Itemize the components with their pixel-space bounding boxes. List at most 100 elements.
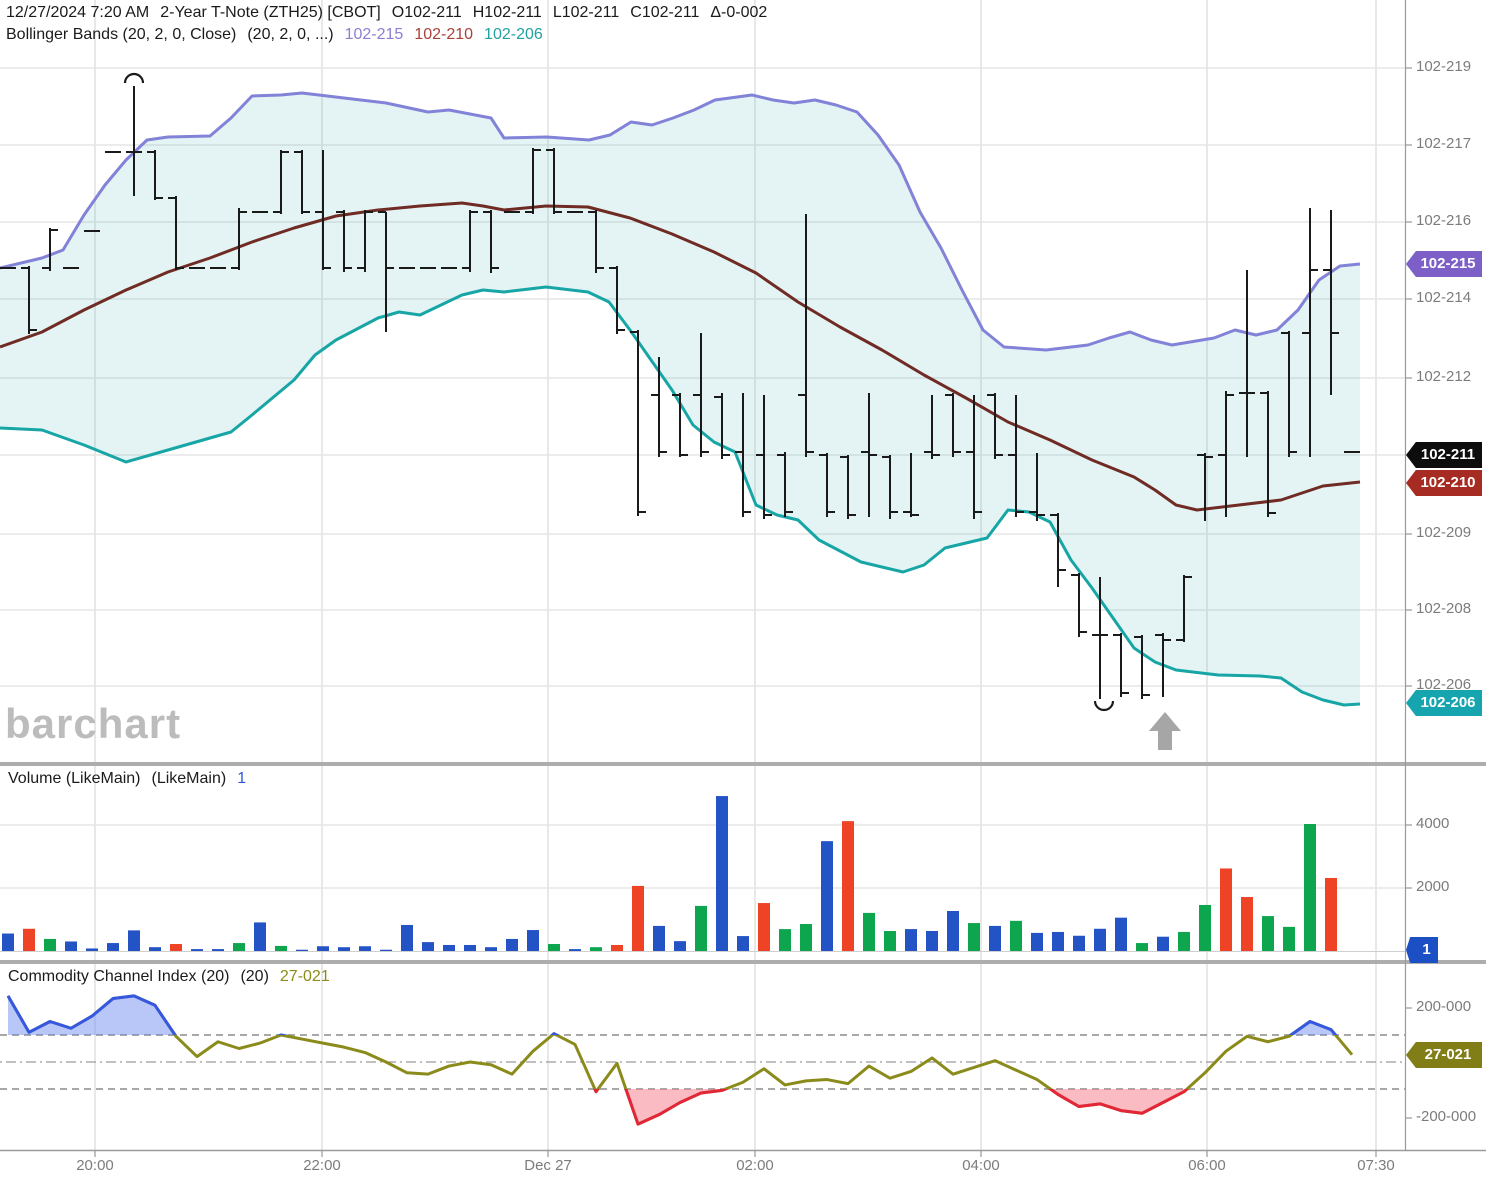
pane-divider [0, 960, 1486, 964]
volume-bar [23, 928, 35, 951]
volume-bar [338, 947, 350, 951]
bollinger-upper-line [0, 91, 1361, 352]
axis-tick-label: 4000 [1416, 815, 1450, 832]
volume-bar [758, 903, 770, 951]
low-cup-marker [1093, 700, 1115, 712]
volume-bar [1178, 931, 1190, 951]
cci-overbought-region [6, 994, 1352, 1035]
volume-bar [1157, 936, 1169, 951]
time-axis-label: Dec 27 [524, 1157, 572, 1174]
volume-bar [275, 945, 287, 951]
volume-bar [422, 942, 434, 951]
volume-bar [149, 947, 161, 951]
quote-datetime: 12/27/2024 7:20 AM [6, 4, 150, 21]
axis-tick-label: -200-000 [1416, 1108, 1477, 1125]
volume-bar [485, 947, 497, 951]
volume-bar [86, 948, 98, 951]
bollinger-legend[interactable]: Bollinger Bands (20, 2, 0, Close) (20, 2,… [6, 26, 554, 44]
cci-legend[interactable]: Commodity Channel Index (20) (20) 27-021 [8, 968, 341, 986]
volume-bar [380, 949, 392, 951]
volume-bar [1136, 943, 1148, 951]
time-axis-label: 07:30 [1357, 1157, 1395, 1174]
volume-bar [464, 944, 476, 951]
quote-open: O102-211 [391, 4, 462, 21]
volume-bar [2, 933, 14, 951]
volume-bar [1325, 877, 1337, 951]
axis-tick-label: 102-216 [1416, 212, 1472, 229]
cci-legend-params: (20) [240, 968, 269, 985]
volume-bar [233, 943, 245, 951]
volume-bar [254, 922, 266, 951]
bollinger-middle-value: 102-210 [414, 26, 474, 43]
bollinger-middle-line [0, 201, 1361, 512]
volume-bar [569, 949, 581, 951]
volume-bar [128, 930, 140, 951]
volume-bar [779, 929, 791, 951]
volume-bar [359, 946, 371, 951]
axis-tick-label: 102-219 [1416, 58, 1472, 75]
volume-bar [989, 925, 1001, 951]
volume-bar [1115, 917, 1127, 951]
volume-bar [716, 796, 728, 951]
axis-tick-label: 102-214 [1416, 289, 1472, 306]
volume-bar [1010, 920, 1022, 951]
upper-band-value-badge: 102-215 [1406, 251, 1482, 277]
last-price-badge: 102-211 [1406, 442, 1482, 468]
volume-bar [548, 944, 560, 951]
volume-bar [800, 924, 812, 951]
volume-bar [653, 925, 665, 951]
volume-bar [905, 929, 917, 951]
volume-bar [695, 905, 707, 951]
bollinger-legend-params: (20, 2, 0, ...) [247, 26, 334, 43]
volume-bar [821, 841, 833, 951]
volume-bar [44, 938, 56, 951]
quote-low: L102-211 [552, 4, 620, 21]
instrument-name: 2-Year T-Note (ZTH25) [CBOT] [160, 4, 381, 21]
pane-divider [0, 762, 1486, 766]
volume-bar [611, 944, 623, 951]
axis-tick-label: 102-206 [1416, 676, 1472, 693]
axis-tick-label: 102-212 [1416, 368, 1472, 385]
volume-bar [527, 930, 539, 951]
volume-bar [296, 949, 308, 951]
bollinger-legend-name: Bollinger Bands (20, 2, 0, Close) [6, 26, 237, 43]
quote-high: H102-211 [472, 4, 542, 21]
volume-bar [590, 947, 602, 951]
volume-bar [632, 885, 644, 951]
volume-bar [1241, 897, 1253, 951]
time-axis-label: 02:00 [736, 1157, 774, 1174]
chart-title-bar: 12/27/2024 7:20 AM 2-Year T-Note (ZTH25) … [6, 4, 778, 22]
volume-bar [1199, 904, 1211, 951]
volume-legend-title: Volume (LikeMain) [8, 770, 141, 787]
volume-bar [1073, 935, 1085, 951]
cci-oversold-region [8, 1089, 1352, 1126]
volume-bar [1283, 926, 1295, 951]
volume-bar [1094, 928, 1106, 951]
volume-bar [1262, 916, 1274, 951]
volume-bar [1031, 932, 1043, 951]
volume-bar [737, 936, 749, 951]
time-axis-label: 06:00 [1188, 1157, 1226, 1174]
volume-bars [2, 796, 1337, 951]
time-axis-label: 04:00 [962, 1157, 1000, 1174]
volume-bar [317, 946, 329, 951]
time-axis-label: 20:00 [76, 1157, 114, 1174]
volume-bar [968, 923, 980, 951]
time-axis-label: 22:00 [303, 1157, 341, 1174]
axis-tick-label: 102-208 [1416, 600, 1472, 617]
volume-legend[interactable]: Volume (LikeMain) (LikeMain) 1 [8, 770, 257, 788]
volume-value-badge: 1 [1406, 937, 1438, 963]
volume-bar [674, 941, 686, 951]
volume-bar [947, 910, 959, 951]
volume-bar [170, 944, 182, 951]
cci-legend-title: Commodity Channel Index (20) [8, 968, 230, 985]
cci-plot [6, 994, 1354, 1126]
cci-value-badge: 27-021 [1406, 1042, 1482, 1068]
cci-current-value: 27-021 [279, 968, 330, 985]
barchart-logo: barchart [5, 700, 182, 747]
volume-bar [65, 941, 77, 951]
bollinger-lower-value: 102-206 [484, 26, 543, 43]
volume-bar [842, 821, 854, 951]
